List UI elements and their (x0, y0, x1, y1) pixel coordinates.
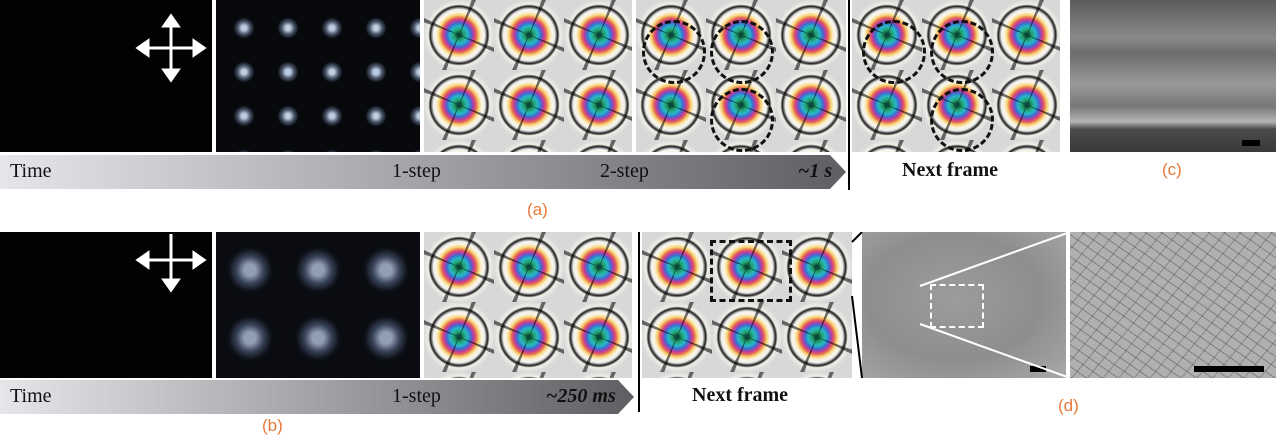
divider (638, 232, 640, 412)
panel-birefringence (424, 232, 632, 378)
panel-label: (c) (1162, 160, 1182, 180)
panel-label: (d) (1058, 396, 1079, 416)
next-frame-label: Next frame (902, 159, 998, 182)
dashed-circle (930, 88, 994, 152)
time-arrow (0, 380, 634, 414)
next-frame-label: Next frame (692, 384, 788, 407)
panel-nucleation (216, 232, 420, 378)
dashed-circle (710, 88, 774, 152)
dashed-circle (642, 20, 706, 84)
dashed-circle (930, 20, 994, 84)
panel-birefringence (636, 0, 846, 152)
figure: Time 1-step 2-step ~1 s Next frame (c) (… (0, 0, 1276, 438)
panel-birefringence (424, 0, 632, 152)
panel-dark (0, 0, 212, 152)
scale-bar (1242, 140, 1260, 146)
polarizer-icon (0, 232, 212, 378)
panel-sem (1070, 0, 1276, 152)
step-label: 1-step (392, 160, 441, 183)
time-label: Time (10, 385, 52, 408)
panel-dark (0, 232, 212, 378)
panel-birefringence (852, 0, 1060, 152)
scale-bar (1194, 366, 1264, 372)
dashed-circle (710, 20, 774, 84)
divider (848, 0, 850, 190)
panel-nucleation (216, 0, 420, 152)
panel-fibers (1070, 232, 1276, 378)
step-label: 1-step (392, 385, 441, 408)
panel-label: (b) (262, 416, 283, 436)
duration-label: ~250 ms (546, 385, 616, 408)
dashed-circle (862, 20, 926, 84)
panel-label: (a) (527, 200, 548, 220)
zoom-lines (780, 232, 1072, 378)
time-label: Time (10, 160, 52, 183)
polarizer-icon (0, 0, 212, 152)
step-label: 2-step (600, 160, 649, 183)
duration-label: ~1 s (798, 160, 832, 183)
